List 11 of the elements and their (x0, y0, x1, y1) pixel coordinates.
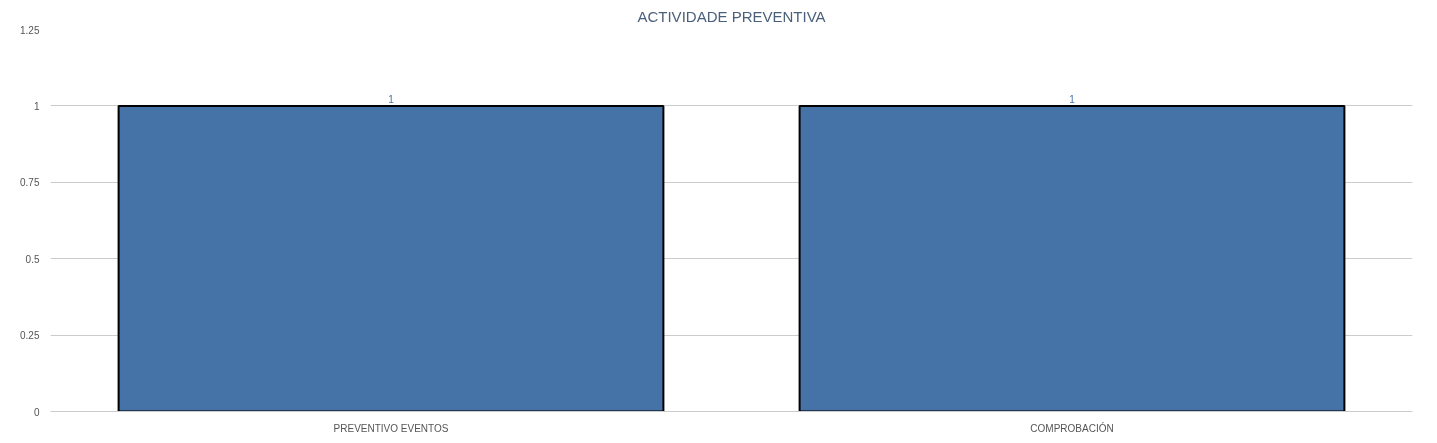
data-label: 1 (1069, 93, 1076, 105)
data-label: 1 (388, 93, 395, 105)
y-tick-label: 0.5 (25, 253, 40, 265)
y-tick-label: 0.75 (20, 177, 40, 189)
x-tick-label: PREVENTIVO EVENTOS (333, 422, 449, 434)
y-tick-label: 0 (33, 406, 40, 418)
y-tick-label: 0.25 (20, 330, 40, 342)
x-tick-label: COMPROBACIÓN (1030, 421, 1114, 434)
y-tick-label: 1.25 (20, 24, 40, 36)
y-tick-label: 1 (33, 100, 40, 112)
chart-title: ACTIVIDADE PREVENTIVA (637, 7, 826, 25)
